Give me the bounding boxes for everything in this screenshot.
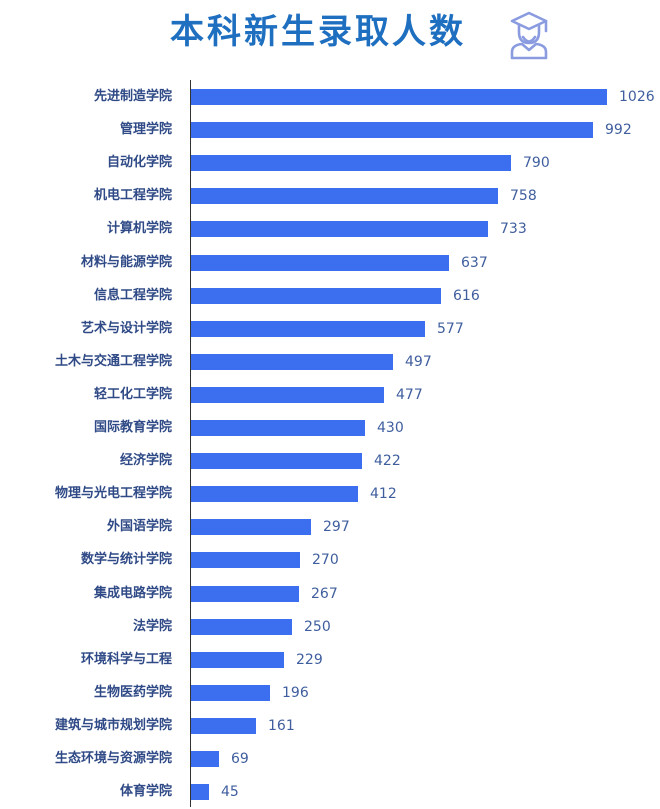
bar: [191, 221, 488, 238]
value-label: 577: [437, 320, 464, 337]
bar: [191, 552, 300, 569]
bar-row: 国际教育学院 430: [0, 418, 660, 438]
category-label: 信息工程学院: [93, 287, 172, 303]
bar-row: 生物医药学院 196: [0, 683, 660, 703]
bar-row: 信息工程学院 616: [0, 286, 660, 306]
bar: [191, 519, 311, 536]
bar: [191, 254, 449, 271]
category-label: 生物医药学院: [93, 684, 172, 700]
bar: [191, 188, 498, 205]
bar-row: 环境科学与工程 229: [0, 650, 660, 670]
bar-row: 先进制造学院 1026: [0, 87, 660, 107]
value-label: 733: [500, 221, 527, 238]
bar-row: 外国语学院 297: [0, 517, 660, 537]
bar: [191, 320, 425, 337]
bar: [191, 585, 299, 602]
value-label: 616: [453, 287, 480, 304]
bar: [191, 651, 284, 668]
value-label: 270: [312, 552, 339, 569]
bar-row: 艺术与设计学院 577: [0, 319, 660, 339]
value-label: 637: [461, 254, 488, 271]
category-label: 材料与能源学院: [80, 254, 172, 270]
bar-row: 数学与统计学院 270: [0, 550, 660, 570]
value-label: 412: [370, 486, 397, 503]
value-label: 992: [605, 122, 632, 139]
graduate-student-icon: [510, 11, 548, 60]
bar-row: 轻工化工学院 477: [0, 385, 660, 405]
y-axis-line: [190, 80, 191, 807]
bar-row: 材料与能源学院 637: [0, 253, 660, 273]
category-label: 管理学院: [119, 122, 172, 138]
value-label: 430: [377, 420, 404, 436]
category-label: 计算机学院: [106, 221, 172, 237]
category-label: 建筑与城市规划学院: [54, 717, 172, 733]
category-label: 集成电路学院: [93, 585, 172, 601]
bar-row: 法学院 250: [0, 617, 660, 637]
value-label: 196: [282, 684, 309, 701]
category-label: 土木与交通工程学院: [54, 353, 172, 369]
bar-row: 自动化学院 790: [0, 153, 660, 173]
bar-row: 机电工程学院 758: [0, 186, 660, 206]
value-label: 477: [396, 386, 423, 403]
category-label: 外国语学院: [106, 519, 172, 535]
bar-row: 物理与光电工程学院 412: [0, 484, 660, 504]
value-label: 758: [510, 188, 537, 205]
bar-row: 建筑与城市规划学院 161: [0, 716, 660, 736]
category-label: 经济学院: [119, 453, 172, 469]
bar-row: 土木与交通工程学院 497: [0, 352, 660, 372]
value-label: 497: [405, 353, 432, 370]
value-label: 161: [268, 717, 295, 734]
category-label: 国际教育学院: [93, 420, 172, 435]
bar-row: 计算机学院 733: [0, 219, 660, 239]
category-label: 自动化学院: [106, 155, 172, 171]
category-label: 生态环境与资源学院: [54, 751, 172, 766]
category-label: 法学院: [132, 618, 172, 634]
value-label: 45: [221, 784, 239, 801]
bar-row: 管理学院 992: [0, 120, 660, 140]
category-label: 体育学院: [119, 784, 172, 800]
category-label: 先进制造学院: [93, 89, 172, 104]
value-label: 250: [304, 618, 331, 635]
category-label: 数学与统计学院: [80, 552, 172, 568]
value-label: 267: [311, 585, 338, 602]
bar: [191, 420, 365, 436]
category-label: 轻工化工学院: [93, 386, 172, 402]
chart-title: 本科新生录取人数: [170, 12, 466, 52]
bar: [191, 353, 393, 370]
value-label: 422: [374, 453, 401, 470]
value-label: 69: [231, 751, 249, 767]
bar: [191, 486, 358, 503]
category-label: 环境科学与工程: [80, 651, 172, 667]
bar: [191, 386, 384, 403]
bar: [191, 751, 219, 767]
value-label: 297: [323, 519, 350, 536]
bar: [191, 89, 607, 105]
bar-chart: 先进制造学院 1026 管理学院 992 自动化学院 790 机电工程学院 758 计算机学院 7…: [0, 80, 660, 809]
bar-row: 集成电路学院 267: [0, 584, 660, 604]
bar: [191, 784, 209, 801]
value-label: 790: [523, 155, 550, 172]
bar-row: 体育学院 45: [0, 782, 660, 802]
bar: [191, 122, 593, 139]
value-label: 1026: [619, 89, 655, 105]
bar-row: 经济学院 422: [0, 451, 660, 471]
bar: [191, 618, 292, 635]
bar-row: 生态环境与资源学院 69: [0, 749, 660, 769]
bar: [191, 155, 511, 172]
bar: [191, 453, 362, 470]
bar: [191, 287, 441, 304]
value-label: 229: [296, 651, 323, 668]
category-label: 艺术与设计学院: [80, 320, 172, 336]
category-label: 物理与光电工程学院: [54, 486, 172, 502]
chart-header: 本科新生录取人数: [0, 8, 660, 60]
bar: [191, 717, 256, 734]
category-label: 机电工程学院: [93, 188, 172, 204]
bar: [191, 684, 270, 701]
